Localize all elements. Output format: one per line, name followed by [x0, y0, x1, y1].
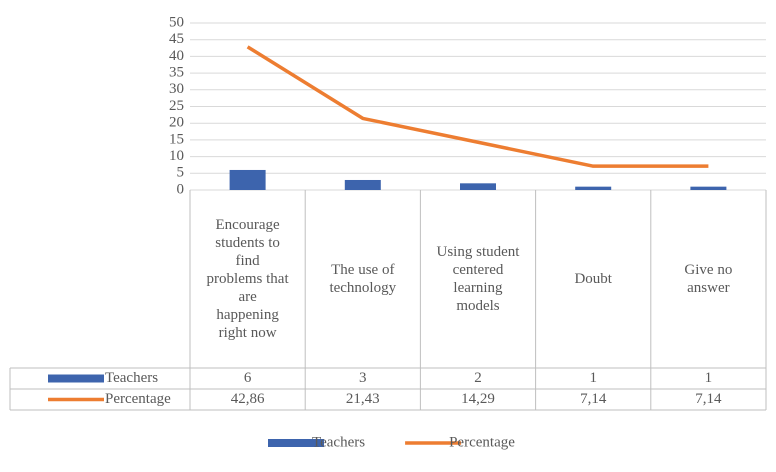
y-tick-label: 5	[177, 165, 185, 181]
bar	[344, 179, 381, 190]
bar	[575, 186, 612, 190]
table-value: 21,43	[346, 391, 380, 407]
y-tick-label: 10	[169, 148, 184, 164]
table-value: 7,14	[580, 391, 607, 407]
bar	[690, 186, 727, 190]
row-header: Percentage	[105, 391, 171, 407]
category-cell: Encourage students to find problems that…	[206, 217, 289, 341]
x-tick-label: The use of technology	[329, 262, 397, 296]
category-cell: Doubt	[574, 271, 612, 287]
x-tick-label: Give no answer	[684, 262, 733, 296]
y-tick-label: 35	[169, 65, 184, 81]
x-tick-label: Doubt	[574, 271, 612, 287]
x-tick-label: Using student centered learning models	[436, 244, 520, 314]
bar	[460, 183, 496, 190]
table-value: 14,29	[461, 391, 495, 407]
legend-label: Teachers	[312, 434, 365, 450]
y-tick-label: 20	[169, 115, 184, 131]
y-tick-label: 15	[169, 131, 184, 147]
y-tick-label: 45	[169, 31, 184, 47]
legend-key	[268, 439, 324, 447]
legend-label: Percentage	[449, 434, 515, 450]
table-value: 1	[705, 370, 713, 386]
y-tick-label: 25	[169, 98, 184, 114]
category-cell: Using student centered learning models	[436, 244, 520, 314]
table-value: 3	[359, 370, 367, 386]
category-cell: Give no answer	[684, 262, 733, 296]
table-value: 2	[474, 370, 482, 386]
y-tick-label: 40	[169, 48, 184, 64]
y-tick-label: 30	[169, 81, 184, 97]
line	[246, 45, 709, 168]
legend-key	[48, 374, 104, 383]
table-value: 6	[244, 370, 252, 386]
table-value: 7,14	[695, 391, 722, 407]
y-tick-label: 50	[169, 14, 184, 30]
category-cell: The use of technology	[329, 262, 397, 296]
table-value: 1	[589, 370, 597, 386]
x-tick-label: Encourage students to find problems that…	[206, 217, 289, 341]
y-tick-label: 0	[177, 181, 185, 197]
table-value: 42,86	[231, 391, 265, 407]
bar	[229, 169, 266, 190]
row-header: Teachers	[105, 370, 158, 386]
